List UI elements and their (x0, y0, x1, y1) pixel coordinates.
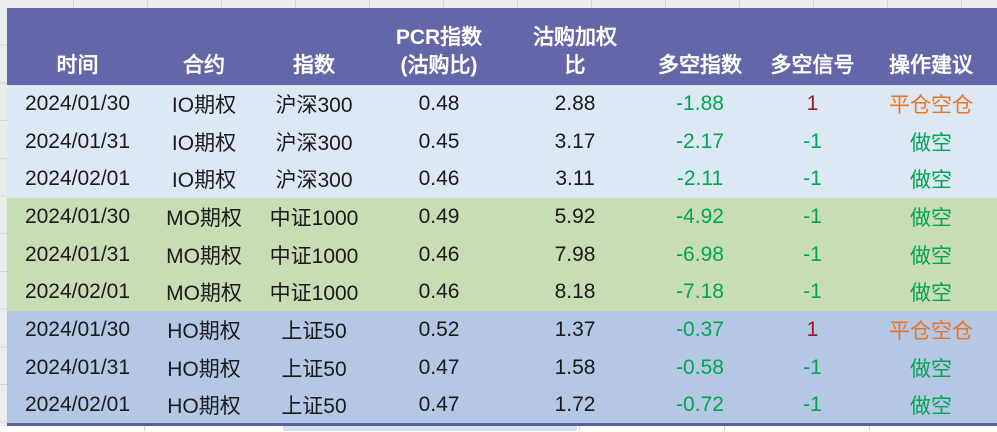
table-row: 2024/01/31 HO期权 上证50 0.47 1.58 -0.58 -1 做空 (7, 348, 997, 387)
cell-advice[interactable]: 做空 (865, 386, 997, 425)
cell-weighted[interactable]: 1.72 (510, 386, 640, 425)
cell-index[interactable]: 中证1000 (260, 273, 368, 312)
cell-ls_index[interactable]: -2.11 (640, 160, 760, 199)
cell-ls_index[interactable]: -0.37 (640, 311, 760, 349)
cell-ls_index[interactable]: -7.18 (640, 273, 760, 312)
cell-pcr[interactable]: 0.49 (368, 198, 510, 236)
cell-time[interactable]: 2024/01/30 (7, 85, 148, 123)
cell-weighted[interactable]: 8.18 (510, 273, 640, 312)
cell-contract[interactable]: HO期权 (148, 311, 260, 349)
cell-weighted[interactable]: 2.88 (510, 85, 640, 123)
column-header-index[interactable]: 指数 (260, 8, 368, 85)
column-header-ls-signal[interactable]: 多空信号 (760, 8, 865, 85)
cell-ls_signal[interactable]: -1 (760, 198, 865, 236)
cell-ls_index[interactable]: -0.72 (640, 386, 760, 425)
cell-time[interactable]: 2024/02/01 (7, 386, 148, 425)
table-row: 2024/01/31 MO期权 中证1000 0.46 7.98 -6.98 -1 做空 (7, 235, 997, 274)
cell-advice[interactable]: 做空 (865, 160, 997, 199)
cell-pcr[interactable]: 0.47 (368, 348, 510, 387)
cell-advice[interactable]: 做空 (865, 235, 997, 274)
cell-contract[interactable]: MO期权 (148, 273, 260, 312)
cell-ls_signal[interactable]: -1 (760, 386, 865, 425)
cell-index[interactable]: 上证50 (260, 348, 368, 387)
cell-contract[interactable]: IO期权 (148, 122, 260, 161)
cell-ls_signal[interactable]: 1 (760, 311, 865, 349)
column-header-time[interactable]: 时间 (7, 8, 148, 85)
cell-index[interactable]: 中证1000 (260, 235, 368, 274)
table-row: 2024/01/31 IO期权 沪深300 0.45 3.17 -2.17 -1 做空 (7, 122, 997, 161)
cell-ls_index[interactable]: -6.98 (640, 235, 760, 274)
cell-advice[interactable]: 平仓空仓 (865, 311, 997, 349)
cell-advice[interactable]: 做空 (865, 122, 997, 161)
header-row: 时间 合约 指数 PCR指数 (沽购比) 沽购加权 比 多空指数 多空信号 操作… (7, 8, 997, 85)
cell-contract[interactable]: IO期权 (148, 85, 260, 123)
cell-ls_index[interactable]: -1.88 (640, 85, 760, 123)
cell-advice[interactable]: 做空 (865, 273, 997, 312)
cell-advice[interactable]: 做空 (865, 348, 997, 387)
table-row: 2024/01/30 IO期权 沪深300 0.48 2.88 -1.88 1 平仓空仓 (7, 85, 997, 123)
cell-contract[interactable]: HO期权 (148, 386, 260, 425)
cell-weighted[interactable]: 5.92 (510, 198, 640, 236)
partial-cell-highlight (283, 425, 577, 431)
cell-weighted[interactable]: 1.37 (510, 311, 640, 349)
table-row: 2024/01/30 HO期权 上证50 0.52 1.37 -0.37 1 平仓空仓 (7, 311, 997, 349)
cell-pcr[interactable]: 0.46 (368, 235, 510, 274)
cell-ls_index[interactable]: -2.17 (640, 122, 760, 161)
cell-contract[interactable]: MO期权 (148, 235, 260, 274)
cell-index[interactable]: 上证50 (260, 386, 368, 425)
cell-ls_signal[interactable]: 1 (760, 85, 865, 123)
column-header-advice[interactable]: 操作建议 (865, 8, 997, 85)
column-header-weighted[interactable]: 沽购加权 比 (510, 8, 640, 85)
cell-ls_index[interactable]: -4.92 (640, 198, 760, 236)
cell-time[interactable]: 2024/01/31 (7, 122, 148, 161)
cell-pcr[interactable]: 0.52 (368, 311, 510, 349)
cell-ls_signal[interactable]: -1 (760, 273, 865, 312)
table-row: 2024/02/01 HO期权 上证50 0.47 1.72 -0.72 -1 做空 (7, 386, 997, 425)
cell-time[interactable]: 2024/02/01 (7, 160, 148, 199)
cell-weighted[interactable]: 7.98 (510, 235, 640, 274)
cell-pcr[interactable]: 0.47 (368, 386, 510, 425)
cell-time[interactable]: 2024/01/31 (7, 235, 148, 274)
cell-time[interactable]: 2024/02/01 (7, 273, 148, 312)
cell-weighted[interactable]: 1.58 (510, 348, 640, 387)
cell-pcr[interactable]: 0.48 (368, 85, 510, 123)
cell-contract[interactable]: IO期权 (148, 160, 260, 199)
cell-advice[interactable]: 平仓空仓 (865, 85, 997, 123)
cell-index[interactable]: 沪深300 (260, 160, 368, 199)
cell-time[interactable]: 2024/01/30 (7, 198, 148, 236)
cell-advice[interactable]: 做空 (865, 198, 997, 236)
cell-weighted[interactable]: 3.17 (510, 122, 640, 161)
cell-weighted[interactable]: 3.11 (510, 160, 640, 199)
cell-ls_signal[interactable]: -1 (760, 122, 865, 161)
cell-index[interactable]: 上证50 (260, 311, 368, 349)
cell-time[interactable]: 2024/01/31 (7, 348, 148, 387)
table-row: 2024/02/01 IO期权 沪深300 0.46 3.11 -2.11 -1 做空 (7, 160, 997, 199)
cell-ls_index[interactable]: -0.58 (640, 348, 760, 387)
column-header-contract[interactable]: 合约 (148, 8, 260, 85)
cell-contract[interactable]: MO期权 (148, 198, 260, 236)
cell-index[interactable]: 中证1000 (260, 198, 368, 236)
cell-pcr[interactable]: 0.46 (368, 160, 510, 199)
column-header-pcr[interactable]: PCR指数 (沽购比) (368, 8, 510, 85)
cell-ls_signal[interactable]: -1 (760, 160, 865, 199)
cell-pcr[interactable]: 0.45 (368, 122, 510, 161)
cell-pcr[interactable]: 0.46 (368, 273, 510, 312)
table-row: 2024/01/30 MO期权 中证1000 0.49 5.92 -4.92 -1 做空 (7, 198, 997, 236)
cell-time[interactable]: 2024/01/30 (7, 311, 148, 349)
table-row: 2024/02/01 MO期权 中证1000 0.46 8.18 -7.18 -1 做空 (7, 273, 997, 312)
cell-contract[interactable]: HO期权 (148, 348, 260, 387)
sheet-top-margin (0, 0, 997, 8)
cell-index[interactable]: 沪深300 (260, 122, 368, 161)
cell-ls_signal[interactable]: -1 (760, 235, 865, 274)
table-body: 2024/01/30 IO期权 沪深300 0.48 2.88 -1.88 1 平仓空仓 202… (7, 85, 997, 425)
sheet-bottom-margin (0, 425, 997, 431)
pcr-options-table: 时间 合约 指数 PCR指数 (沽购比) 沽购加权 比 多空指数 多空信号 操作… (7, 8, 997, 426)
cell-index[interactable]: 沪深300 (260, 85, 368, 123)
sheet-left-margin (0, 8, 7, 426)
column-header-ls-index[interactable]: 多空指数 (640, 8, 760, 85)
cell-ls_signal[interactable]: -1 (760, 348, 865, 387)
